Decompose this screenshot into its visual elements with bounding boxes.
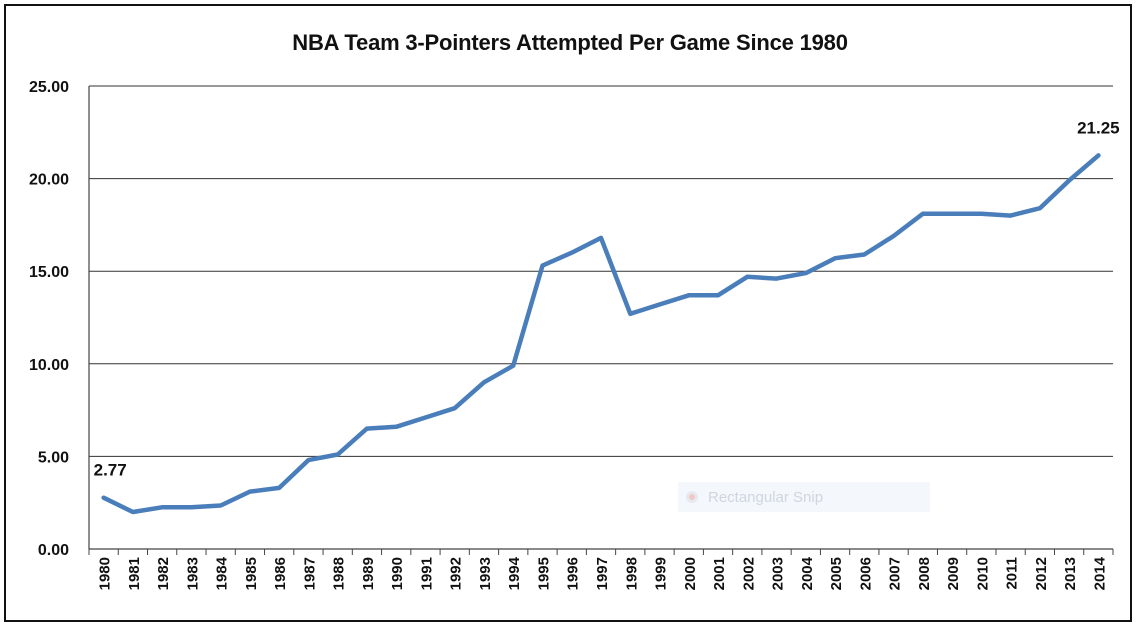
data-label: 2.77	[94, 461, 127, 480]
x-tick-label: 1986	[272, 557, 289, 590]
x-tick-label: 1998	[623, 557, 640, 590]
x-tick-label: 2013	[1062, 557, 1079, 590]
x-tick-label: 2007	[887, 557, 904, 590]
y-tick-label: 10.00	[29, 357, 69, 374]
x-tick-label: 2014	[1091, 556, 1108, 590]
x-tick-label: 1997	[594, 557, 611, 590]
x-tick-label: 1996	[565, 557, 582, 590]
x-tick-label: 2004	[799, 556, 816, 590]
x-tick-label: 1985	[243, 557, 260, 590]
x-tick-label: 1989	[360, 557, 377, 590]
x-tick-label: 1980	[97, 557, 114, 590]
x-tick-label: 2003	[770, 557, 787, 590]
x-tick-label: 2012	[1033, 557, 1050, 590]
x-tick-label: 2005	[828, 557, 845, 590]
y-tick-label: 0.00	[38, 542, 69, 559]
x-tick-label: 2001	[711, 557, 728, 590]
x-tick-label: 1987	[301, 557, 318, 590]
y-tick-label: 25.00	[29, 79, 69, 96]
x-tick-label: 1984	[214, 556, 231, 590]
y-tick-label: 20.00	[29, 172, 69, 189]
x-tick-label: 2006	[857, 557, 874, 590]
x-tick-label: 1982	[155, 557, 172, 590]
x-tick-label: 1988	[331, 557, 348, 590]
x-tick-label: 1983	[184, 557, 201, 590]
x-tick-label: 1992	[448, 557, 465, 590]
chart-frame	[4, 4, 1132, 622]
y-tick-label: 5.00	[38, 449, 69, 466]
x-tick-label: 1993	[477, 557, 494, 590]
x-tick-label: 1994	[506, 556, 523, 590]
rectangular-snip-tooltip: Rectangular Snip	[678, 482, 930, 512]
x-tick-label: 1991	[418, 557, 435, 590]
x-tick-label: 2011	[1004, 557, 1021, 590]
x-tick-label: 1999	[653, 557, 670, 590]
x-tick-label: 2008	[916, 557, 933, 590]
x-tick-label: 2002	[740, 557, 757, 590]
x-tick-label: 2009	[945, 557, 962, 590]
x-tick-label: 1995	[535, 557, 552, 590]
data-label: 21.25	[1077, 118, 1120, 137]
x-tick-label: 2000	[682, 557, 699, 590]
x-tick-label: 1990	[389, 557, 406, 590]
y-tick-label: 15.00	[29, 264, 69, 281]
snip-icon	[686, 491, 698, 503]
series-line	[101, 153, 1101, 515]
x-tick-label: 2010	[974, 557, 991, 590]
chart-title: NBA Team 3-Pointers Attempted Per Game S…	[292, 30, 848, 55]
x-tick-label: 1981	[126, 557, 143, 590]
snip-label: Rectangular Snip	[708, 488, 824, 506]
